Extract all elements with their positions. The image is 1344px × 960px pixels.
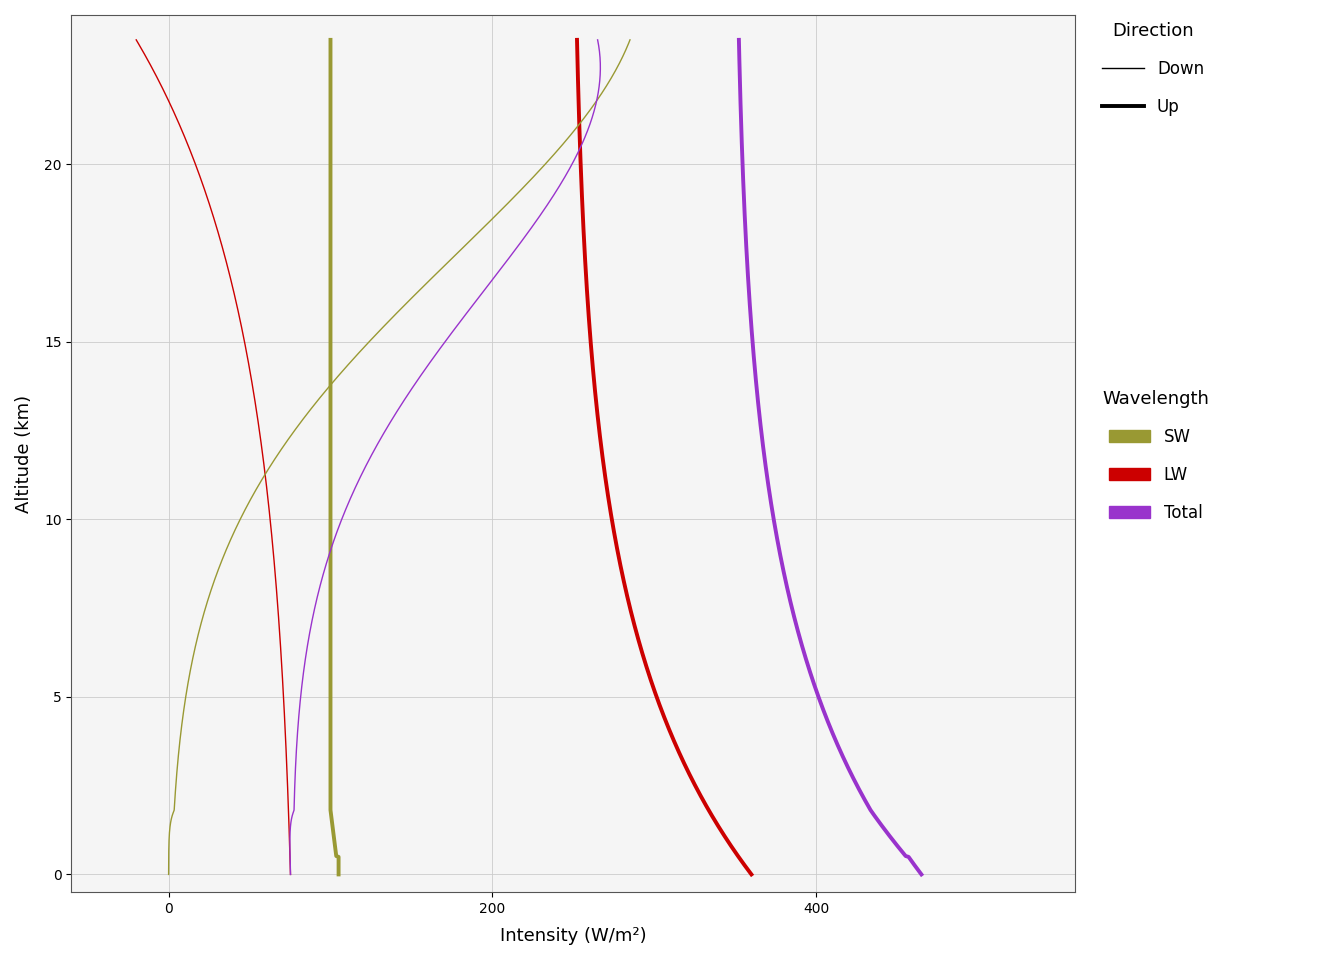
Y-axis label: Altitude (km): Altitude (km) (15, 395, 34, 513)
X-axis label: Intensity (W/m²): Intensity (W/m²) (500, 927, 646, 945)
Legend: SW, LW, Total: SW, LW, Total (1095, 383, 1215, 529)
